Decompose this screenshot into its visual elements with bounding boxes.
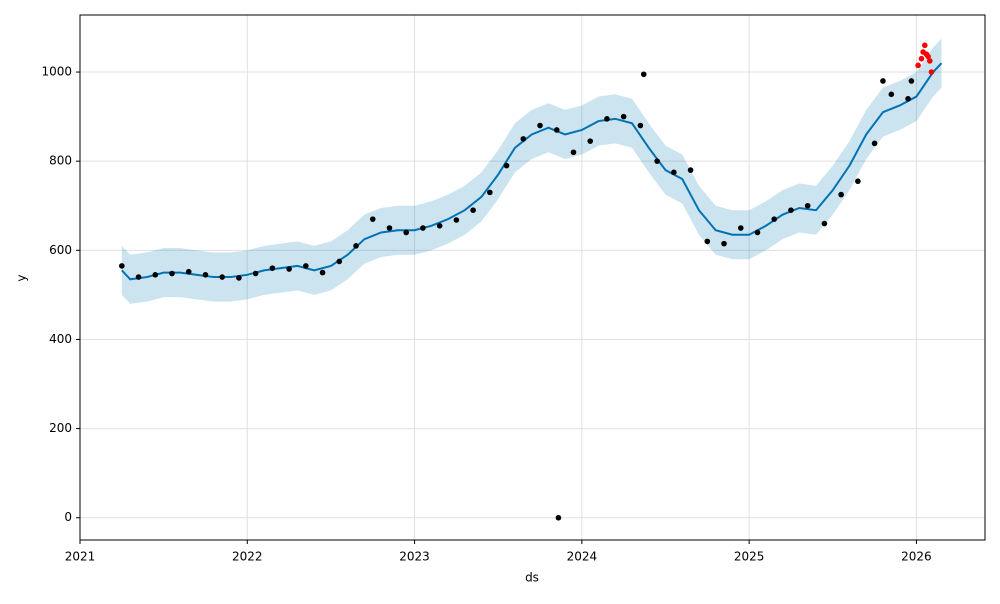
- data-point: [336, 258, 343, 265]
- data-point: [640, 71, 647, 78]
- data-point: [855, 178, 861, 185]
- data-point: [403, 229, 410, 236]
- forecast-line: [121, 62, 943, 281]
- data-point: [169, 270, 175, 277]
- data-point: [821, 220, 828, 227]
- data-point: [926, 58, 933, 64]
- data-point: [654, 158, 660, 164]
- data-point: [152, 272, 159, 278]
- data-point: [119, 263, 125, 269]
- y-tick-label: 1000: [41, 65, 72, 79]
- data-point: [771, 216, 778, 222]
- data-point: [369, 216, 376, 222]
- data-point: [928, 69, 935, 75]
- data-point: [202, 272, 209, 278]
- data-point: [918, 55, 925, 62]
- data-point: [520, 136, 527, 142]
- x-tick-label: 2023: [399, 550, 430, 564]
- data-point: [386, 225, 393, 231]
- y-tick-label: 0: [64, 510, 72, 524]
- data-point: [135, 274, 142, 280]
- data-point: [537, 122, 543, 129]
- data-point: [620, 113, 627, 120]
- x-tick-label: 2025: [734, 550, 765, 564]
- data-point: [737, 225, 744, 231]
- data-point: [503, 162, 510, 169]
- x-tick-label: 2022: [232, 550, 263, 564]
- data-point: [570, 149, 577, 156]
- data-point: [487, 189, 493, 196]
- data-point: [236, 275, 242, 281]
- data-point: [353, 243, 359, 249]
- y-axis-label: y: [15, 274, 29, 281]
- data-point: [252, 270, 259, 277]
- data-point: [303, 263, 309, 269]
- uncertainty-band: [121, 38, 942, 304]
- data-point: [269, 265, 276, 271]
- x-tick-label: 2024: [567, 550, 598, 564]
- data-point: [921, 42, 928, 49]
- data-point: [604, 116, 610, 122]
- data-point: [880, 78, 886, 84]
- x-tick-label: 2021: [65, 550, 96, 564]
- data-point: [838, 191, 844, 198]
- y-tick-label: 200: [49, 421, 72, 435]
- data-point: [319, 269, 326, 276]
- data-point: [905, 95, 911, 102]
- y-tick-label: 800: [49, 154, 72, 168]
- data-point: [219, 274, 225, 280]
- data-point: [436, 223, 443, 229]
- data-point: [804, 202, 811, 209]
- x-axis-label: ds: [525, 571, 539, 585]
- data-point: [185, 268, 192, 275]
- data-point: [470, 207, 476, 214]
- data-point: [555, 514, 562, 521]
- data-point: [637, 122, 644, 129]
- data-point: [553, 127, 560, 133]
- data-point: [587, 138, 594, 144]
- y-tick-label: 600: [49, 243, 72, 257]
- data-point: [754, 229, 761, 236]
- data-point: [453, 217, 460, 223]
- data-point: [704, 238, 711, 245]
- data-point: [721, 240, 727, 247]
- data-point: [671, 169, 677, 176]
- data-point: [908, 78, 915, 84]
- data-point: [420, 225, 426, 231]
- data-point: [871, 140, 878, 147]
- y-tick-label: 400: [49, 332, 72, 346]
- data-point: [915, 62, 921, 69]
- plot-frame: [79, 14, 986, 541]
- data-point: [687, 167, 694, 173]
- data-point: [286, 266, 292, 272]
- data-point: [788, 207, 794, 214]
- data-point: [888, 91, 895, 98]
- data-point: [925, 53, 931, 60]
- x-tick-label: 2026: [901, 550, 932, 564]
